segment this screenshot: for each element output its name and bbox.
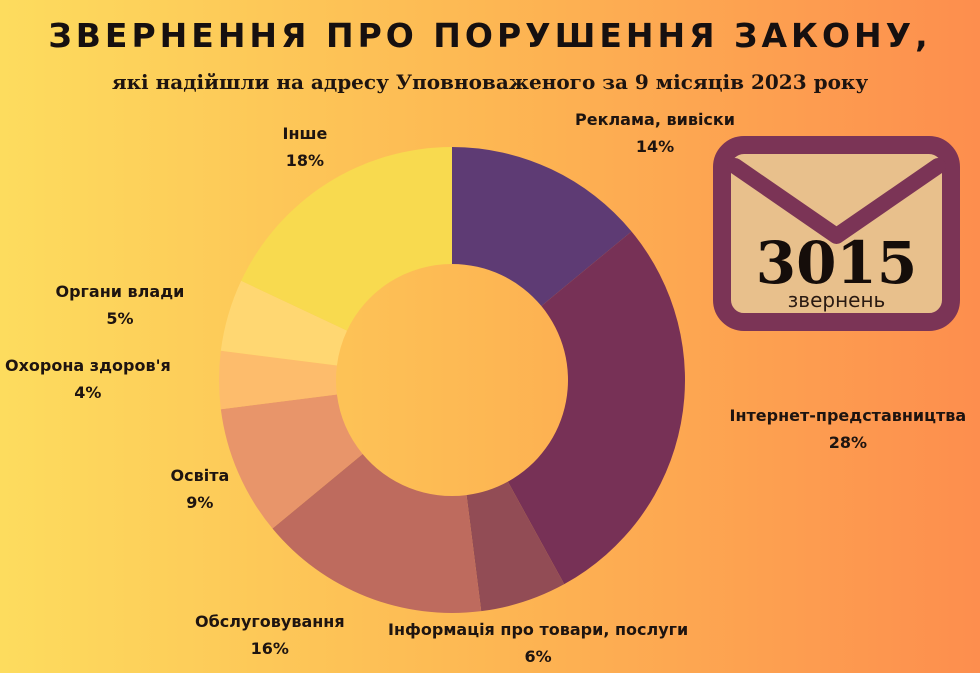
slice-label-text: Охорона здоров'я <box>5 356 171 375</box>
slice-label-3: Обслуговування 16% <box>195 608 345 662</box>
page-subtitle: які надійшли на адресу Уповноваженого за… <box>111 70 869 94</box>
slice-label-text: Інше <box>282 124 328 143</box>
slice-1 <box>507 231 685 585</box>
slice-label-1: Інтернет-представництва 28% <box>730 402 967 456</box>
slice-label-0: Реклама, вивіски 14% <box>575 106 735 160</box>
envelope-icon <box>713 136 960 331</box>
slice-label-text: Обслуговування <box>195 612 345 631</box>
slice-6 <box>220 280 348 366</box>
slice-label-4: Освіта 9% <box>171 462 230 516</box>
slice-2 <box>466 481 565 612</box>
slice-label-text: Реклама, вивіски <box>575 110 735 129</box>
page-title: ЗВЕРНЕННЯ ПРО ПОРУШЕННЯ ЗАКОНУ, <box>48 16 932 55</box>
slice-value-text: 14% <box>635 137 675 156</box>
slice-value-text: 18% <box>285 151 325 170</box>
slice-label-2: Інформація про товари, послуги 6% <box>388 616 688 670</box>
slice-label-7: Інше 18% <box>283 120 328 174</box>
slice-value-text: 4% <box>74 383 102 402</box>
slice-7 <box>241 147 452 331</box>
slice-label-text: Інформація про товари, послуги <box>388 620 689 639</box>
slice-0 <box>452 147 632 307</box>
slice-label-text: Органи влади <box>55 282 185 301</box>
slice-label-5: Охорона здоров'я 4% <box>5 352 171 406</box>
slice-4 <box>220 394 363 529</box>
slice-value-text: 6% <box>524 647 552 666</box>
slice-label-6: Органи влади 5% <box>56 278 185 332</box>
slice-3 <box>272 453 482 613</box>
slice-value-text: 16% <box>250 639 289 658</box>
slice-value-text: 5% <box>106 309 134 328</box>
total-count-label: звернень <box>787 288 886 312</box>
slice-label-text: Інтернет-представництва <box>729 406 967 425</box>
slice-5 <box>219 350 337 410</box>
slice-value-text: 28% <box>828 433 867 452</box>
total-count: 3015 <box>755 229 918 297</box>
slice-label-text: Освіта <box>170 466 230 485</box>
slice-value-text: 9% <box>186 493 214 512</box>
